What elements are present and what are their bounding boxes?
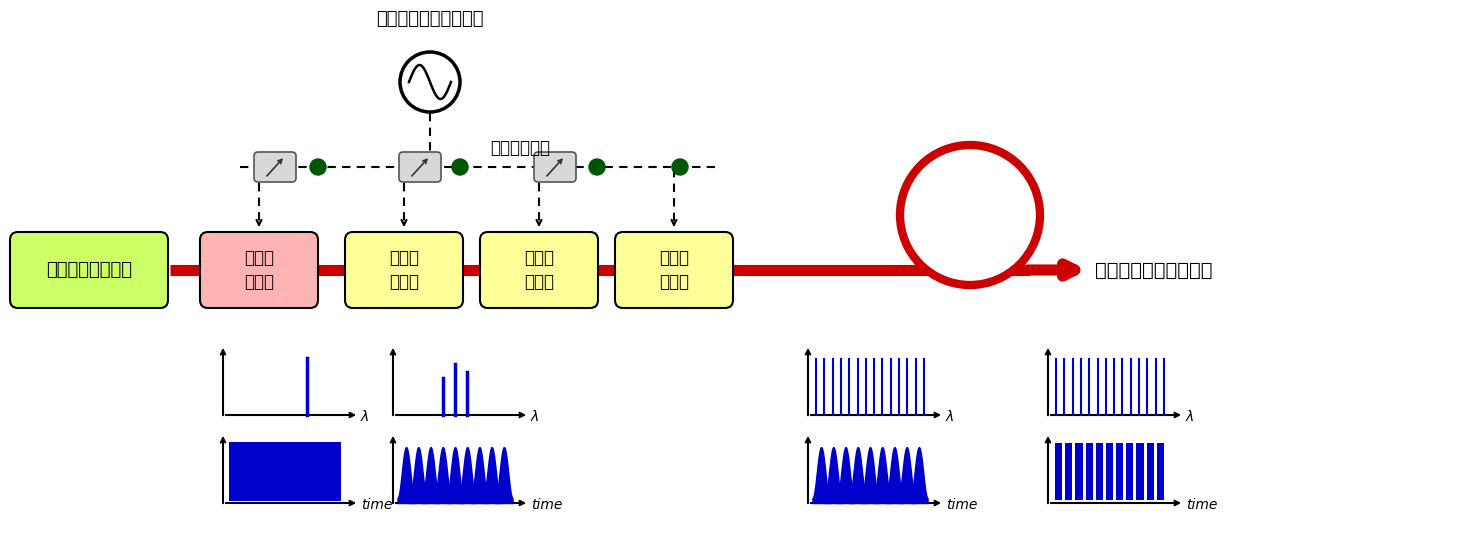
Text: 光強度
変調器: 光強度 変調器 [243, 249, 274, 291]
Text: time: time [531, 498, 563, 512]
Text: λ: λ [362, 410, 369, 424]
FancyBboxPatch shape [200, 232, 318, 308]
Text: マイクロ波信号発生器: マイクロ波信号発生器 [376, 10, 484, 28]
Bar [229, 442, 341, 501]
Circle shape [672, 159, 688, 175]
Circle shape [900, 145, 1040, 285]
Text: 光位相
変調器: 光位相 変調器 [659, 249, 690, 291]
Circle shape [589, 159, 605, 175]
Text: 光位相
変調器: 光位相 変調器 [389, 249, 418, 291]
Bar [1136, 443, 1143, 500]
Bar [1115, 443, 1123, 500]
Text: λ: λ [531, 410, 539, 424]
Circle shape [399, 52, 461, 112]
FancyBboxPatch shape [254, 152, 296, 182]
Text: λ: λ [946, 410, 954, 424]
FancyBboxPatch shape [534, 152, 576, 182]
Text: time: time [946, 498, 977, 512]
Bar [1107, 443, 1112, 500]
FancyBboxPatch shape [346, 232, 464, 308]
FancyBboxPatch shape [10, 232, 168, 308]
Text: time: time [362, 498, 392, 512]
FancyBboxPatch shape [615, 232, 733, 308]
FancyBboxPatch shape [480, 232, 598, 308]
Circle shape [311, 159, 327, 175]
Bar [1066, 443, 1073, 500]
Text: time: time [1185, 498, 1217, 512]
Text: 位相シフター: 位相シフター [490, 139, 550, 157]
Bar [1056, 443, 1063, 500]
Bar [1146, 443, 1153, 500]
FancyBboxPatch shape [399, 152, 440, 182]
Text: 分散補償用ファイバー: 分散補償用ファイバー [1095, 261, 1213, 279]
Bar [1076, 443, 1082, 500]
Text: 光位相
変調器: 光位相 変調器 [523, 249, 554, 291]
Bar [1126, 443, 1133, 500]
Bar [1156, 443, 1163, 500]
Text: λ: λ [1185, 410, 1194, 424]
Bar [1086, 443, 1092, 500]
Text: 連続発振レーザー: 連続発振レーザー [47, 261, 133, 279]
Circle shape [452, 159, 468, 175]
Bar [1096, 443, 1102, 500]
